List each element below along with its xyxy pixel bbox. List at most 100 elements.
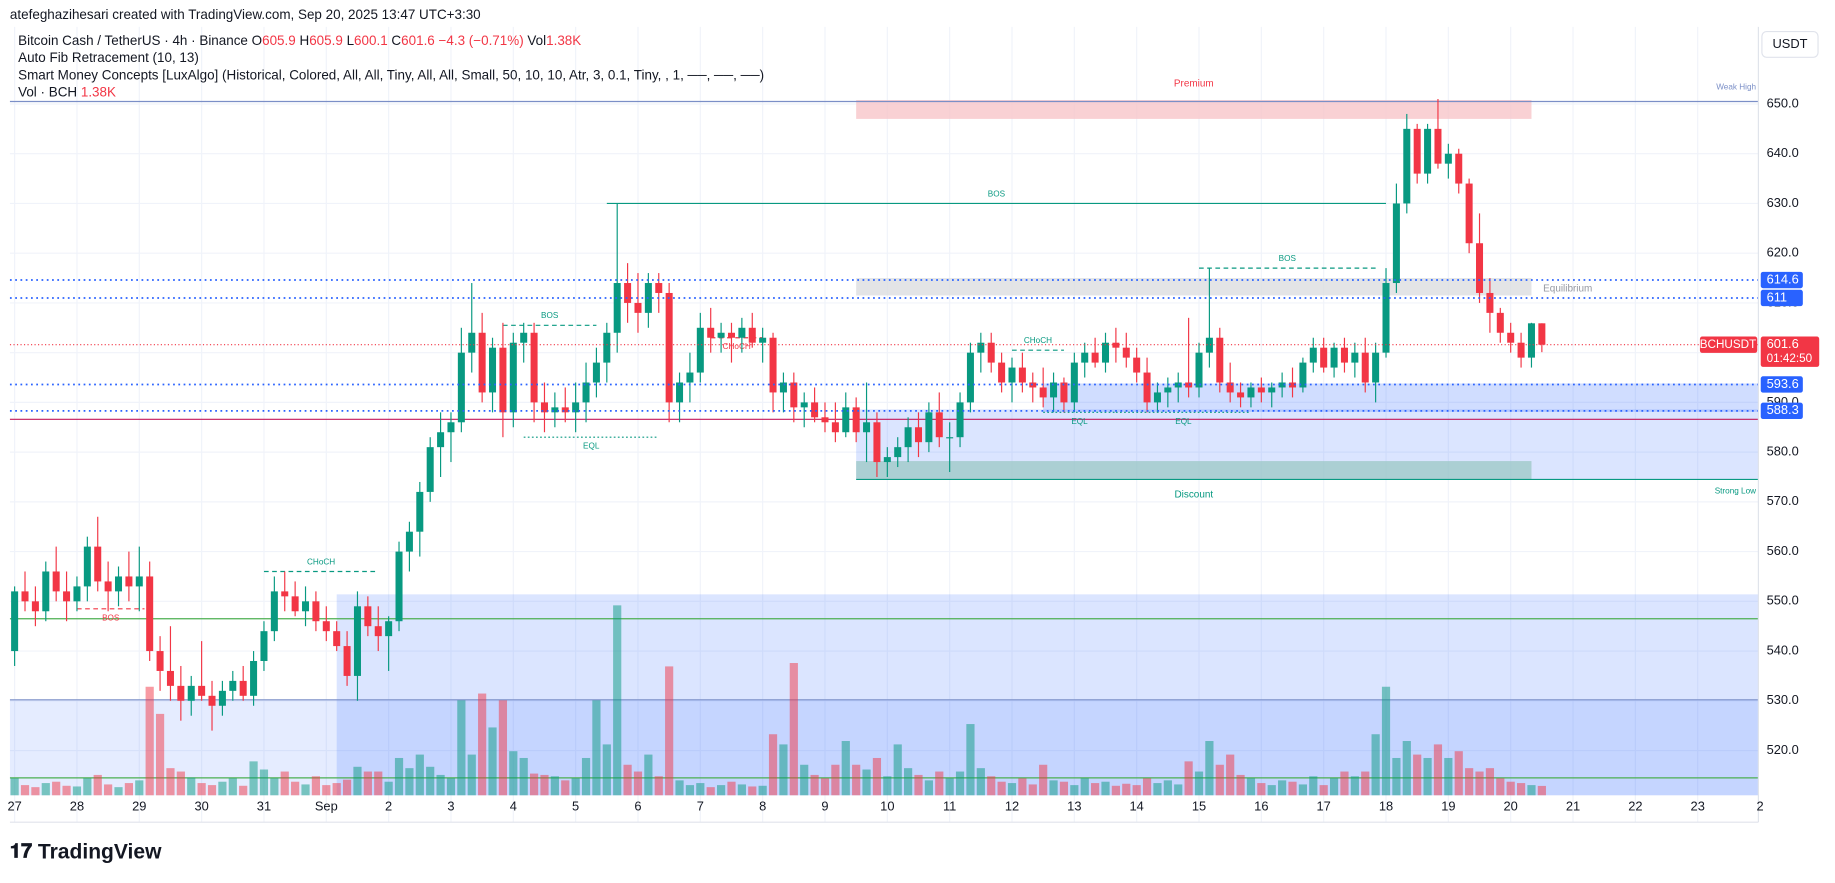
candle-body [468, 332, 476, 353]
volume-bar [1496, 778, 1505, 796]
volume-bar [1028, 784, 1037, 796]
volume-bar [1018, 778, 1027, 796]
price-tag-label: 593.6 [1767, 376, 1799, 391]
price-tag [1760, 336, 1820, 367]
countdown: 01:42:50 [1767, 352, 1813, 365]
candle-body [1424, 128, 1432, 174]
volume-bar [1371, 734, 1380, 796]
volume-bar [966, 724, 975, 796]
candle-body [135, 576, 143, 587]
volume-bar [374, 771, 383, 796]
candle-body [1143, 372, 1151, 403]
indicator[interactable]: Auto Fib Retracement (10, 13) [18, 50, 199, 65]
candle-body [852, 407, 860, 433]
candle-body [894, 447, 902, 458]
candle-body [302, 601, 310, 612]
volume-bar [800, 764, 809, 796]
candle-body [395, 551, 403, 622]
candle-body [499, 347, 507, 413]
volume-bar [1215, 764, 1224, 796]
x-tick-label: 10 [880, 798, 894, 813]
x-tick-label: 23 [1691, 798, 1705, 813]
structure-label: BOS [1279, 254, 1297, 263]
volume-bar [571, 778, 580, 796]
candle-body [1164, 387, 1172, 393]
legend: Bitcoin Cash / TetherUS · 4h · Binance O… [18, 32, 581, 47]
indicator[interactable]: Vol · BCH 1.38K [18, 84, 116, 99]
candle-body [1351, 352, 1359, 363]
candle-body [1330, 347, 1338, 368]
candle-body [1340, 347, 1348, 363]
x-tick-label: 20 [1504, 798, 1518, 813]
candle-body [686, 372, 694, 383]
volume-bar [426, 766, 435, 796]
candle-body [551, 407, 559, 413]
candle-body [1517, 342, 1525, 358]
volume-bar [72, 786, 82, 796]
volume-bar [1433, 744, 1443, 796]
volume-bar [904, 768, 913, 796]
candle-body [914, 427, 923, 443]
volume-bar [623, 764, 632, 796]
volume-bar [1444, 757, 1453, 796]
volume-bar [1506, 781, 1515, 796]
zone-label: Equilibrium [1543, 284, 1592, 295]
candle-body [83, 546, 91, 587]
candle-body [624, 283, 632, 303]
volume-bar [93, 774, 102, 796]
volume-bar [457, 700, 466, 796]
credit: atefeghazihesari created with TradingVie… [10, 7, 481, 22]
candle-body [1216, 337, 1224, 383]
structure-label: BOS [988, 189, 1006, 198]
candle-body [998, 362, 1006, 383]
candle-body [1122, 347, 1130, 358]
volume-bar [436, 774, 445, 796]
candle-body [655, 283, 663, 293]
y-tick-label: 640.0 [1767, 145, 1799, 160]
volume-bar [446, 778, 456, 796]
volume-bar [1184, 761, 1193, 796]
structure-label: EQL [583, 442, 600, 451]
volume-bar [1267, 785, 1276, 796]
label: L [347, 32, 355, 47]
candle-body [104, 581, 112, 592]
level-label: Strong Low [1715, 486, 1756, 495]
candle-body [437, 432, 445, 448]
y-tick-label: 620.0 [1767, 245, 1799, 260]
volume-bar [1257, 783, 1266, 796]
indicator[interactable]: Smart Money Concepts [LuxAlgo] (Historic… [18, 68, 764, 83]
candle-body [1434, 128, 1442, 164]
candle-body [1455, 153, 1463, 184]
volume-bar [342, 779, 352, 796]
volume-bar [872, 757, 882, 796]
volume-bar [1070, 785, 1079, 796]
price-scale [1758, 0, 1835, 883]
volume-bar [519, 757, 528, 796]
volume-bar [1340, 771, 1349, 796]
high: 605.9 [309, 32, 343, 47]
volume-bar [52, 781, 61, 796]
price-tag [1760, 402, 1803, 420]
volume-bar [332, 783, 341, 796]
candle-body [270, 591, 278, 632]
candle-body [52, 571, 60, 592]
volume-bar [727, 781, 736, 796]
x-tick-label: 8 [759, 798, 766, 813]
symbol: Bitcoin Cash / TetherUS · 4h · Binance [18, 32, 248, 47]
volume-bar [270, 778, 279, 796]
x-tick-label: 29 [132, 798, 146, 813]
price-tag-label: 601.6 [1767, 336, 1799, 351]
currency[interactable]: USDT [1772, 36, 1807, 51]
candle-body [457, 352, 465, 423]
candle-body [1101, 342, 1110, 363]
plot: Premium Equilibrium Discount Weak High Stron… [9, 26, 1761, 823]
currency-button[interactable] [1761, 30, 1819, 58]
candle-body [1008, 367, 1016, 383]
candle-body [177, 685, 185, 701]
volume-bar [987, 776, 996, 796]
candle-body [21, 591, 29, 602]
candle-body [1039, 387, 1047, 398]
volume-bar [1516, 783, 1526, 796]
volume-bar [83, 778, 92, 796]
volume-bar [384, 781, 393, 796]
